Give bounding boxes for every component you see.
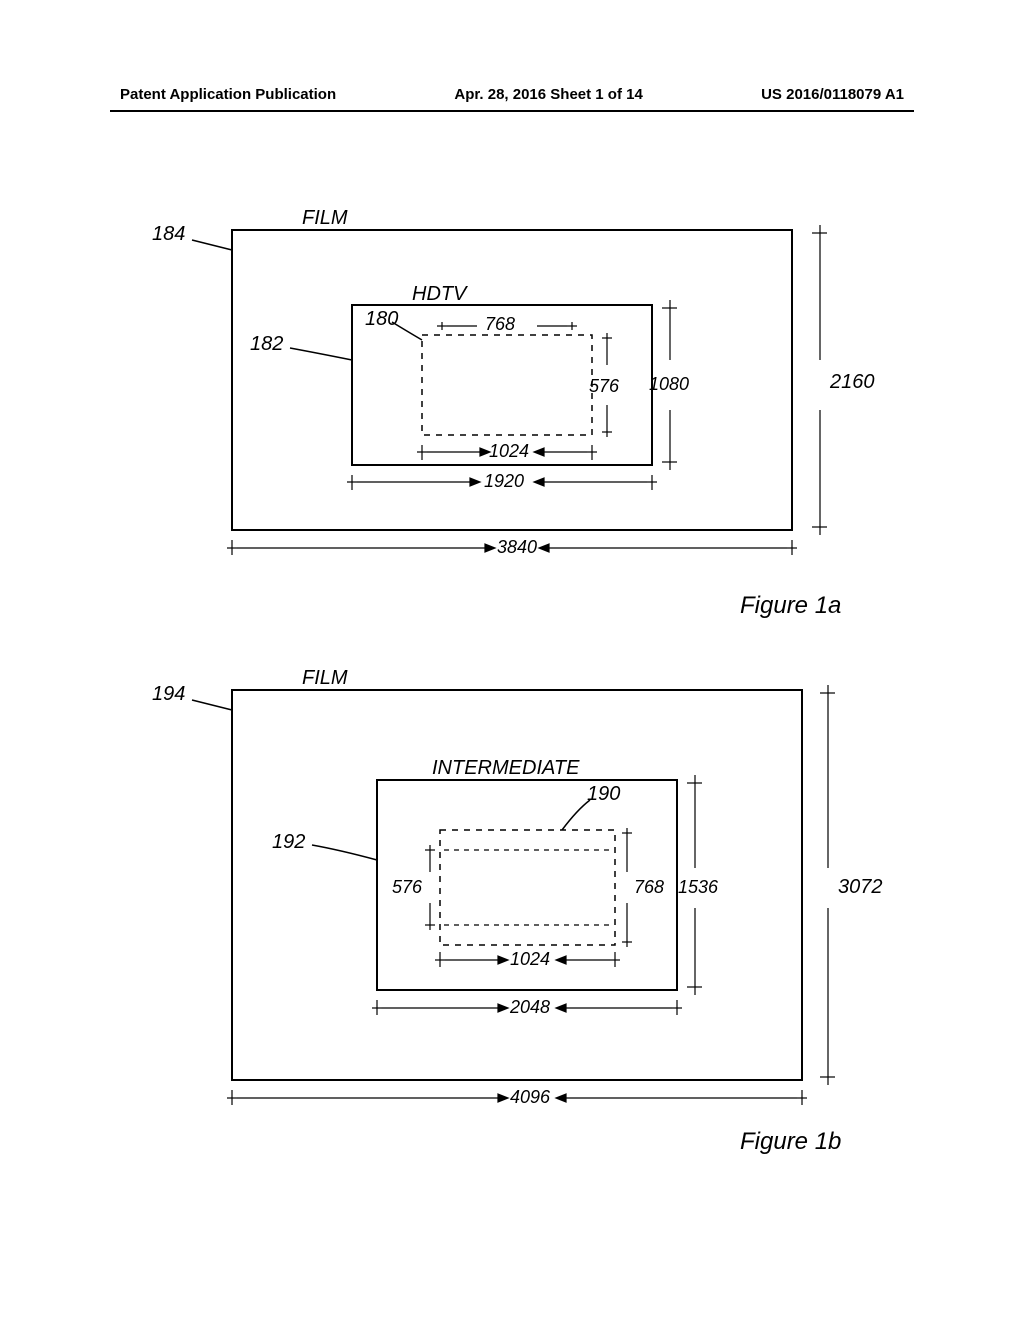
dim-1024b: 1024 [510, 949, 550, 969]
hdtv-label: HDTV [412, 283, 468, 305]
intermediate-label: INTERMEDIATE [432, 757, 580, 779]
dim-1536: 1536 [678, 877, 719, 897]
ref-192: 192 [272, 831, 305, 853]
film-label-a: FILM [302, 207, 348, 229]
ref-182: 182 [250, 333, 283, 355]
dim-2048: 2048 [509, 997, 550, 1017]
header-center: Apr. 28, 2016 Sheet 1 of 14 [454, 86, 642, 103]
figure-1a: FILM 184 HDTV 182 180 768 576 [122, 190, 902, 570]
header-right: US 2016/0118079 A1 [761, 86, 904, 103]
dim-2160: 2160 [829, 371, 875, 393]
dim-1024a: 1024 [489, 441, 529, 461]
header-rule [110, 110, 914, 112]
figure-1b: FILM 194 INTERMEDIATE 192 190 576 76 [122, 650, 902, 1110]
header-left: Patent Application Publication [120, 86, 336, 103]
dim-576b: 576 [392, 877, 423, 897]
ref-194: 194 [152, 683, 185, 705]
dim-768: 768 [485, 314, 515, 334]
ref-190: 190 [587, 783, 620, 805]
dim-1080: 1080 [649, 374, 689, 394]
page-header: Patent Application Publication Apr. 28, … [0, 86, 1024, 103]
dim-3840: 3840 [497, 537, 537, 557]
caption-1a: Figure 1a [740, 592, 841, 620]
ref-184: 184 [152, 223, 185, 245]
ref-180: 180 [365, 308, 398, 330]
dim-768b: 768 [634, 877, 664, 897]
dim-3072: 3072 [838, 876, 883, 898]
patent-page: Patent Application Publication Apr. 28, … [0, 0, 1024, 1320]
dim-1920: 1920 [484, 471, 524, 491]
dim-4096: 4096 [510, 1087, 551, 1107]
film-label-b: FILM [302, 667, 348, 689]
dim-576a: 576 [589, 376, 620, 396]
caption-1b: Figure 1b [740, 1128, 841, 1156]
